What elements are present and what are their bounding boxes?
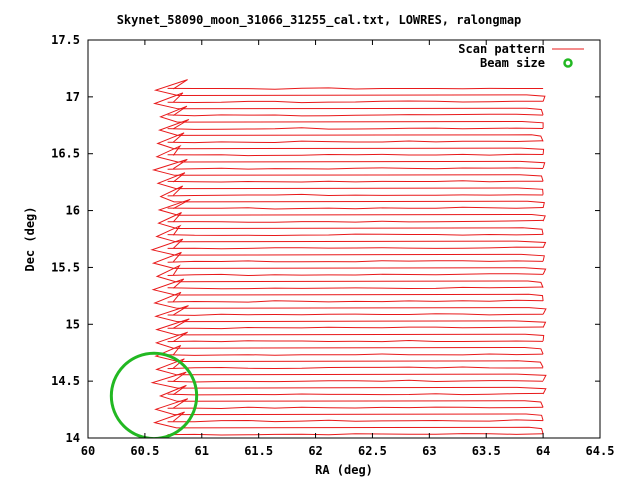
scan-turnaround [157, 212, 544, 235]
scan-row [167, 353, 544, 356]
y-tick-label: 14 [66, 431, 80, 445]
scan-pattern-series [150, 79, 547, 436]
chart-title: Skynet_58090_moon_31066_31255_cal.txt, L… [117, 13, 522, 28]
scan-turnaround [150, 238, 545, 262]
scan-turnaround [156, 132, 545, 155]
scan-turnaround [151, 278, 544, 302]
x-axis-label: RA (deg) [315, 463, 373, 477]
scan-turnaround [157, 119, 544, 142]
scan-row [167, 193, 544, 197]
scan-row [167, 273, 544, 277]
x-tick-label: 61 [195, 444, 209, 458]
x-tick-label: 60 [81, 444, 95, 458]
scan-row [167, 246, 544, 250]
x-tick-label: 60.5 [130, 444, 159, 458]
scan-row [167, 313, 544, 316]
legend-label-beam-size: Beam size [480, 56, 545, 70]
legend-swatch-beam-size [563, 58, 573, 68]
tick-marks [87, 39, 601, 439]
y-tick-label: 15.5 [51, 260, 80, 274]
scan-turnaround [151, 251, 547, 275]
scan-turnaround [159, 185, 545, 209]
scan-row [167, 366, 544, 370]
y-tick-labels: 14 14.5 15 15.5 16 16.5 17 17.5 [51, 33, 80, 445]
scan-turnaround [159, 105, 544, 129]
y-tick-label: 17 [66, 90, 80, 104]
y-tick-label: 17.5 [51, 33, 80, 47]
scan-turnaround [154, 305, 547, 328]
x-tick-label: 64.5 [586, 444, 615, 458]
x-tick-label: 63.5 [472, 444, 501, 458]
x-tick-label: 61.5 [244, 444, 273, 458]
y-tick-label: 14.5 [51, 374, 80, 388]
scan-turnaround [154, 398, 544, 421]
scan-turnaround [152, 411, 544, 435]
scan-turnaround [152, 92, 544, 115]
scan-row [167, 206, 544, 210]
x-tick-label: 64 [536, 444, 550, 458]
scan-row [167, 433, 544, 436]
y-tick-label: 16.5 [51, 147, 80, 161]
scan-row [167, 379, 544, 383]
scan-row [167, 140, 544, 144]
scan-turnaround [153, 79, 546, 102]
scan-row [167, 127, 544, 130]
beam-size-series [109, 351, 199, 438]
scan-row [167, 326, 544, 330]
x-tick-label: 63 [422, 444, 436, 458]
scan-turnaround [155, 264, 544, 288]
legend: Scan pattern Beam size [458, 42, 584, 70]
scan-turnaround [153, 291, 547, 315]
scan-turnaround [154, 331, 544, 355]
scan-turnaround [151, 158, 544, 182]
scan-row [167, 219, 544, 223]
scan-row [167, 233, 544, 237]
scan-row [167, 100, 544, 104]
scan-turnaround [150, 371, 547, 395]
beam-circle [109, 351, 199, 438]
scan-row [167, 419, 544, 423]
scan-row [167, 87, 544, 90]
x-tick-label: 62 [308, 444, 322, 458]
scan-turnaround [158, 384, 544, 408]
scan-row [167, 392, 544, 396]
scan-row [167, 286, 544, 290]
scan-turnaround [155, 318, 545, 341]
legend-label-scan-pattern: Scan pattern [458, 42, 545, 56]
x-tick-label: 62.5 [358, 444, 387, 458]
scan-row [167, 167, 544, 170]
scan-turnaround [157, 198, 546, 222]
scan-row [167, 406, 544, 410]
scan-row [167, 153, 544, 157]
scan-row [167, 260, 544, 263]
scan-row [167, 180, 544, 183]
y-tick-label: 16 [66, 204, 80, 218]
scan-turnaround [155, 144, 546, 169]
scan-turnaround [155, 358, 547, 381]
scan-row [167, 113, 544, 117]
scan-row [167, 339, 544, 343]
y-axis-label: Dec (deg) [23, 206, 37, 271]
scan-turnaround [155, 224, 547, 249]
scan-turnaround [156, 172, 544, 195]
scan-row [167, 299, 544, 303]
x-tick-labels: 60 60.5 61 61.5 62 62.5 63 63.5 64 64.5 [81, 444, 615, 458]
y-tick-label: 15 [66, 317, 80, 331]
plot-frame [87, 39, 601, 439]
